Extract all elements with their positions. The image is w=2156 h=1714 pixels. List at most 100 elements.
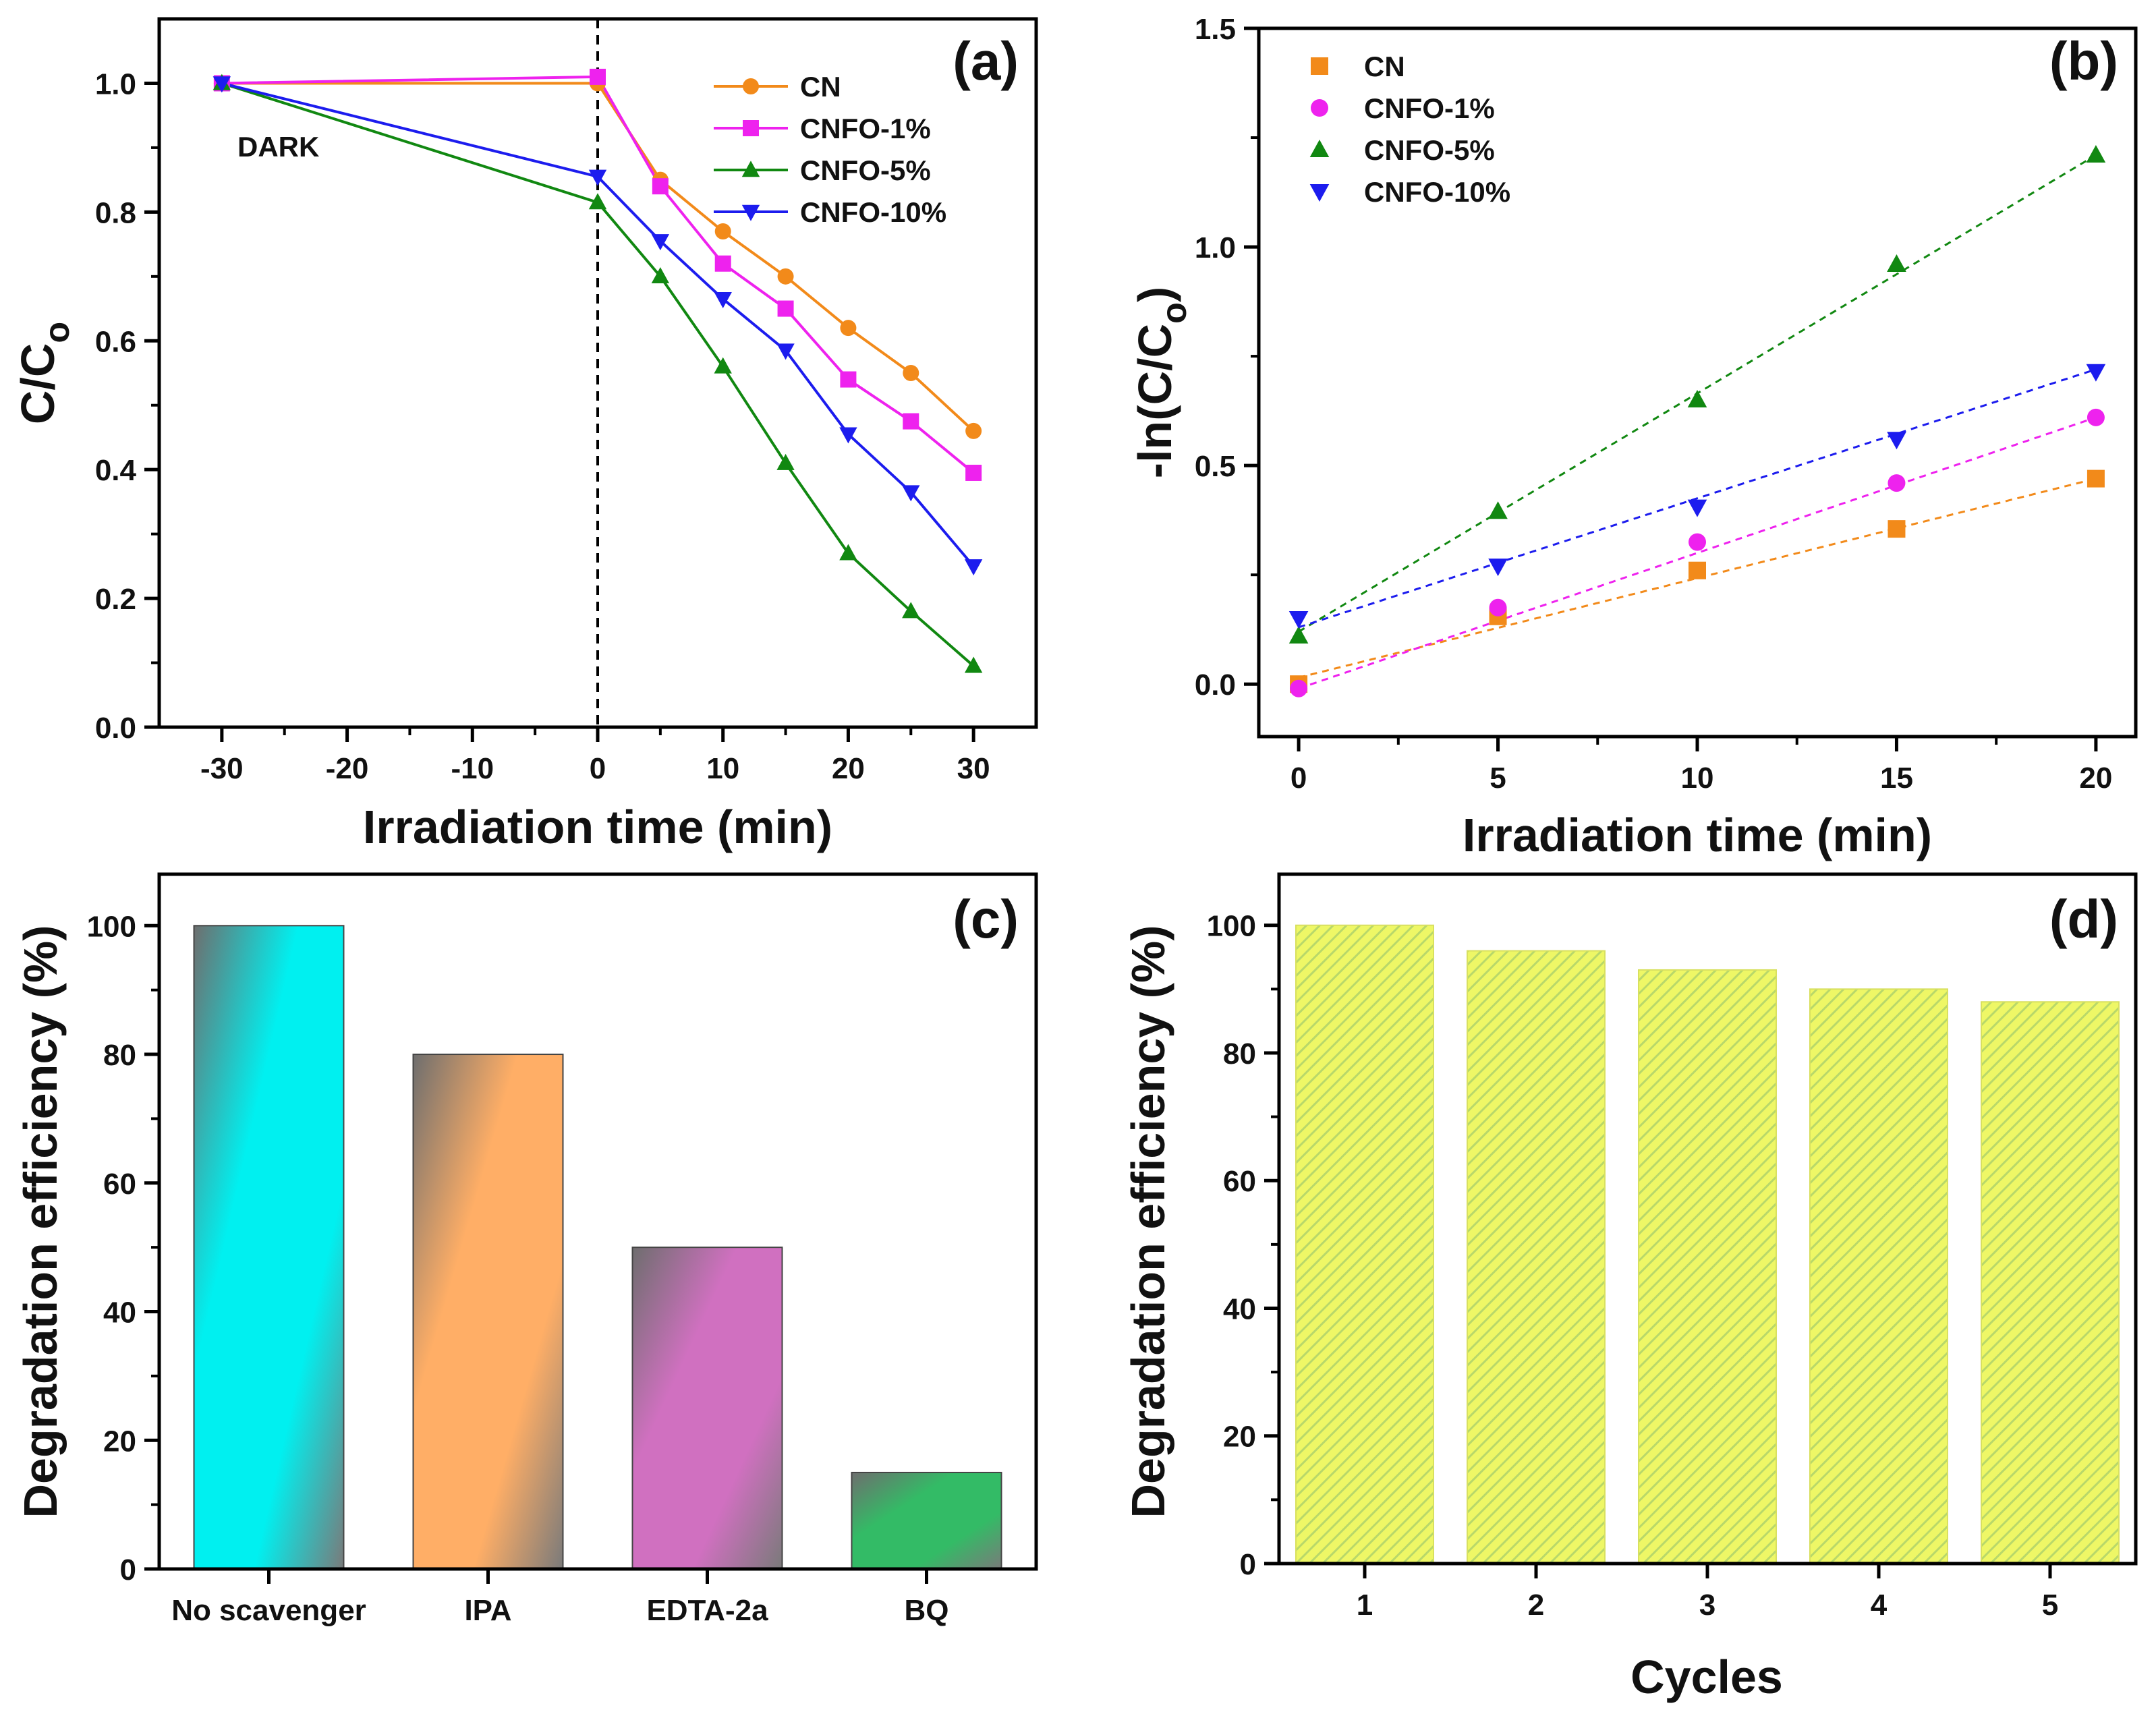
data-point-cnfo-5: [839, 544, 857, 561]
series-line-cnfo-1: [221, 75, 975, 474]
legend-marker-cn: [743, 78, 759, 94]
data-point-cnfo-5: [1488, 501, 1508, 519]
panel-d-ytick-label: 60: [1223, 1165, 1256, 1198]
data-point-cnfo-10: [651, 234, 670, 251]
cycle-bar-1: [1295, 924, 1434, 1565]
panel-b-legend: CN CNFO-1% CNFO-5% CNFO-10%: [1309, 51, 1510, 208]
data-point-cn: [1888, 520, 1906, 538]
bar-edta-2a: [631, 1247, 783, 1570]
data-point-cn: [2087, 469, 2105, 488]
category-label-ipa: IPA: [464, 1594, 511, 1627]
data-point-cnfo-5: [964, 656, 983, 673]
panel-b-ytick-label: 1.5: [1195, 13, 1236, 46]
legend-marker-cn: [1311, 57, 1328, 75]
data-point-cnfo-10: [1488, 559, 1508, 577]
panel-b-xtick-label: 10: [1681, 762, 1714, 795]
panel-a-ytick-label: 0.4: [95, 454, 137, 487]
bar-ipa: [412, 1054, 564, 1570]
cycle-bar-3: [1638, 969, 1777, 1564]
panel-b-xtick-label: 5: [1490, 762, 1506, 795]
data-point-cnfo-1: [840, 371, 857, 388]
data-point-cn: [714, 223, 731, 239]
legend-label-cnfo-1: CNFO-1%: [800, 113, 931, 144]
panel-a: 0.0 0.2 0.4 0.6 0.8 1.0 -30 -20 -10 0 10 20 30 (a) D…: [11, 17, 1038, 853]
panel-b-ytick-label: 1.0: [1195, 231, 1236, 264]
cycle-label-1: 1: [1357, 1589, 1373, 1622]
series-line-cn: [221, 82, 975, 432]
data-point-cnfo-1: [714, 255, 731, 272]
panel-a-ytick-label: 1.0: [95, 67, 136, 101]
data-point-cn: [1689, 561, 1706, 579]
data-point-cnfo-10: [776, 343, 795, 360]
data-point-cnfo-5: [902, 602, 920, 619]
legend-label-cnfo-5: CNFO-5%: [1364, 134, 1495, 166]
panel-a-xlabel: Irradiation time (min): [363, 801, 832, 853]
data-point-cnfo-5: [1887, 254, 1906, 273]
panel-c-ytick-label: 0: [120, 1553, 136, 1587]
data-point-cn: [840, 320, 857, 337]
panel-a-xtick-label: 0: [590, 752, 606, 785]
cycle-label-4: 4: [1871, 1589, 1888, 1622]
panel-a-xtick-label: -30: [200, 752, 244, 785]
legend-label-cnfo-10: CNFO-10%: [800, 196, 946, 228]
legend-marker-cnfo-5: [741, 161, 760, 177]
panel-c: No scavenger IPA EDTA-2a BQ 0 20 40 60 80 100 (c)…: [14, 872, 1038, 1627]
panel-a-legend: CN CNFO-1% CNFO-5% CNFO-10%: [714, 71, 946, 228]
data-point-cnfo-1: [1888, 474, 1906, 492]
panel-c-ytick-label: 60: [103, 1168, 136, 1201]
data-point-cnfo-5: [651, 267, 670, 284]
cycle-bar-4: [1809, 988, 1948, 1565]
panel-a-ytick-label: 0.2: [95, 583, 136, 616]
panel-a-ytick-label: 0.6: [95, 325, 136, 358]
panel-d-ytick-label: 80: [1223, 1037, 1256, 1070]
bar-bq: [851, 1471, 1002, 1570]
data-point-cnfo-5: [714, 357, 732, 374]
panel-b-xtick-label: 15: [1880, 762, 1913, 795]
panel-d-ytick-label: 20: [1223, 1421, 1256, 1454]
legend-label-cnfo-5: CNFO-5%: [800, 154, 931, 186]
data-point-cnfo-1: [652, 178, 669, 195]
legend-label-cn: CN: [1364, 51, 1405, 82]
legend-marker-cnfo-10: [1309, 183, 1330, 202]
cycle-label-2: 2: [1528, 1589, 1544, 1622]
legend-marker-cnfo-1: [1311, 99, 1328, 117]
data-point-cnfo-1: [1489, 598, 1507, 617]
panel-c-ylabel: Degradation efficiency (%): [14, 925, 67, 1518]
panel-d-label: (d): [2049, 889, 2118, 949]
data-point-cnfo-1: [777, 300, 794, 317]
cycle-bar-2: [1467, 950, 1606, 1564]
data-point-cn: [777, 268, 794, 285]
panel-d-ytick-label: 0: [1240, 1548, 1256, 1581]
legend-label-cnfo-10: CNFO-10%: [1364, 176, 1510, 208]
data-point-cn: [903, 365, 919, 381]
panel-a-ytick-label: 0.0: [95, 712, 136, 745]
panel-c-ytick-label: 20: [103, 1425, 136, 1458]
panel-b-xtick-label: 20: [2079, 762, 2112, 795]
data-point-cn: [965, 422, 982, 439]
panel-b-xtick-label: 0: [1290, 762, 1307, 795]
data-point-cnfo-10: [1687, 499, 1707, 517]
panel-c-frame: [157, 872, 1038, 1571]
panel-b-xlabel: Irradiation time (min): [1463, 809, 1932, 861]
dark-annotation: DARK: [237, 131, 319, 163]
panel-c-ytick-label: 40: [103, 1296, 136, 1330]
data-point-cnfo-10: [212, 76, 231, 93]
fit-line-cnfo-10: [1298, 368, 2097, 629]
data-point-cnfo-10: [1288, 610, 1309, 629]
data-point-cnfo-1: [1689, 533, 1706, 551]
data-point-cnfo-5: [1288, 625, 1309, 644]
bar-no-scavenger: [193, 925, 345, 1570]
cycle-label-5: 5: [2042, 1589, 2058, 1622]
panel-c-label: (c): [953, 889, 1019, 949]
panel-a-xtick-label: -20: [326, 752, 369, 785]
data-point-cnfo-1: [2087, 408, 2105, 426]
series-line-cnfo-10: [221, 82, 975, 567]
panel-d: 1 2 3 4 5 0 20 40 60 80 100 (d) Cycles Degradation…: [1122, 872, 2138, 1703]
data-point-cnfo-5: [1687, 389, 1707, 407]
data-point-cnfo-10: [588, 169, 607, 186]
fit-line-cnfo-1: [1298, 416, 2097, 690]
panel-a-xtick-label: 30: [957, 752, 990, 785]
panel-a-xtick-label: 10: [706, 752, 739, 785]
panel-d-xlabel: Cycles: [1630, 1651, 1783, 1703]
